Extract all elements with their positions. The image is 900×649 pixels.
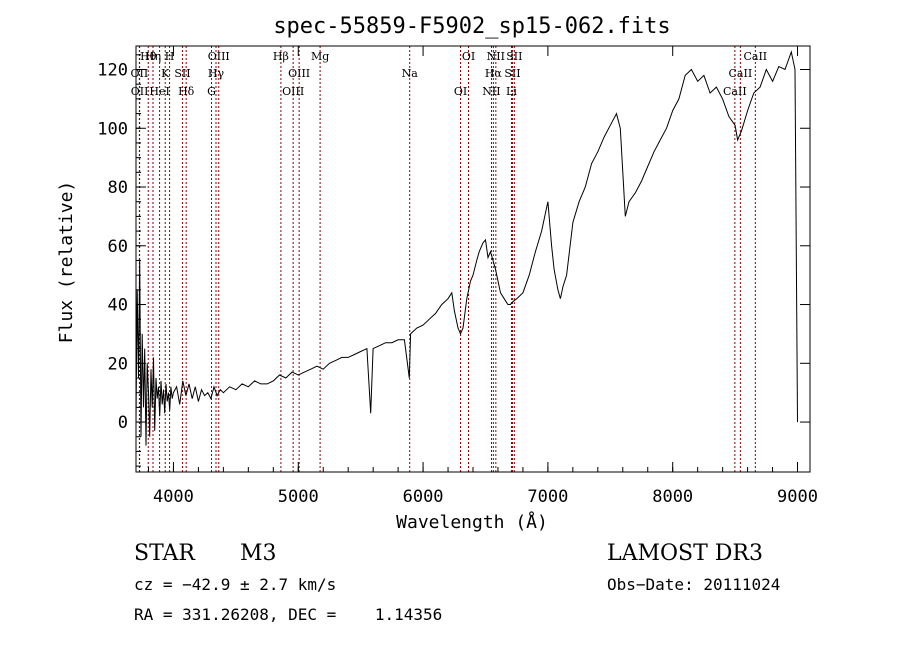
line-marker-label: SII [504, 67, 520, 80]
line-marker-label: CaII [723, 85, 747, 98]
y-tick-label: 100 [97, 119, 128, 139]
line-marker-label: Hδ [178, 85, 195, 98]
y-axis-label: Flux (relative) [56, 181, 77, 344]
chart-title: spec-55859-F5902_sp15-062.fits [273, 14, 670, 39]
y-tick-label: 40 [108, 296, 128, 316]
x-tick-label: 6000 [403, 487, 444, 507]
x-tick-label: 9000 [777, 487, 818, 507]
obs-date: Obs−Date: 20111024 [607, 575, 780, 594]
line-marker-label: OIII [208, 50, 230, 63]
line-marker-label: G [207, 85, 216, 98]
object-class: STAR [134, 541, 196, 566]
line-marker-label: OI [462, 50, 475, 63]
x-tick-label: 7000 [527, 487, 568, 507]
x-axis-ticks: 4000 5000 6000 7000 8000 9000 [147, 46, 818, 507]
line-marker-labels: HθOIIOIIHηKHeIHSIIHδOIIIHγGHβOIIIOIIIMgN… [131, 50, 768, 98]
x-tick-label: 4000 [153, 487, 194, 507]
line-marker-label: Hβ [273, 50, 289, 63]
line-marker-label: CaII [743, 50, 767, 63]
survey-name: LAMOST DR3 [607, 541, 763, 566]
line-marker-label: OII [131, 85, 149, 98]
line-marker-label: NII [482, 85, 500, 98]
line-marker-label: H [165, 50, 175, 63]
y-tick-label: 80 [108, 178, 128, 198]
line-marker-label: Hθ [140, 50, 157, 63]
line-marker-label: K [161, 67, 170, 80]
line-marker-label: Hα [485, 67, 503, 80]
y-tick-label: 20 [108, 354, 128, 374]
line-marker-label: SII [174, 67, 190, 80]
line-marker-label: Hγ [208, 67, 225, 80]
x-tick-label: 8000 [652, 487, 693, 507]
spectrum-line [135, 50, 798, 446]
x-axis-label: Wavelength (Å) [396, 511, 548, 533]
line-marker-label: HeI [149, 85, 169, 98]
line-marker-label: CaII [729, 67, 753, 80]
line-marker-label: NII [487, 50, 505, 63]
x-tick-label: 5000 [278, 487, 319, 507]
line-marker-label: OIII [282, 85, 304, 98]
line-marker-label: SII [506, 50, 522, 63]
line-marker-label: Hη [145, 50, 161, 63]
y-tick-label: 60 [108, 237, 128, 257]
y-axis-ticks: 0 20 40 60 80 100 120 [97, 54, 810, 467]
line-marker-label: Li [506, 85, 517, 98]
line-marker-label: OIII [288, 67, 310, 80]
coordinates: RA = 331.26208, DEC = 1.14356 [134, 605, 442, 624]
line-marker-label: Na [402, 67, 419, 80]
plot-frame [135, 45, 811, 473]
line-marker-label: Mg [311, 50, 329, 63]
line-marker-label: OII [131, 67, 149, 80]
y-tick-label: 0 [118, 413, 128, 433]
line-markers [138, 46, 756, 472]
line-marker-label: OI [454, 85, 467, 98]
object-subclass: M3 [240, 541, 277, 566]
y-tick-label: 120 [97, 61, 128, 81]
redshift-info: cz = −42.9 ± 2.7 km/s [134, 575, 336, 594]
